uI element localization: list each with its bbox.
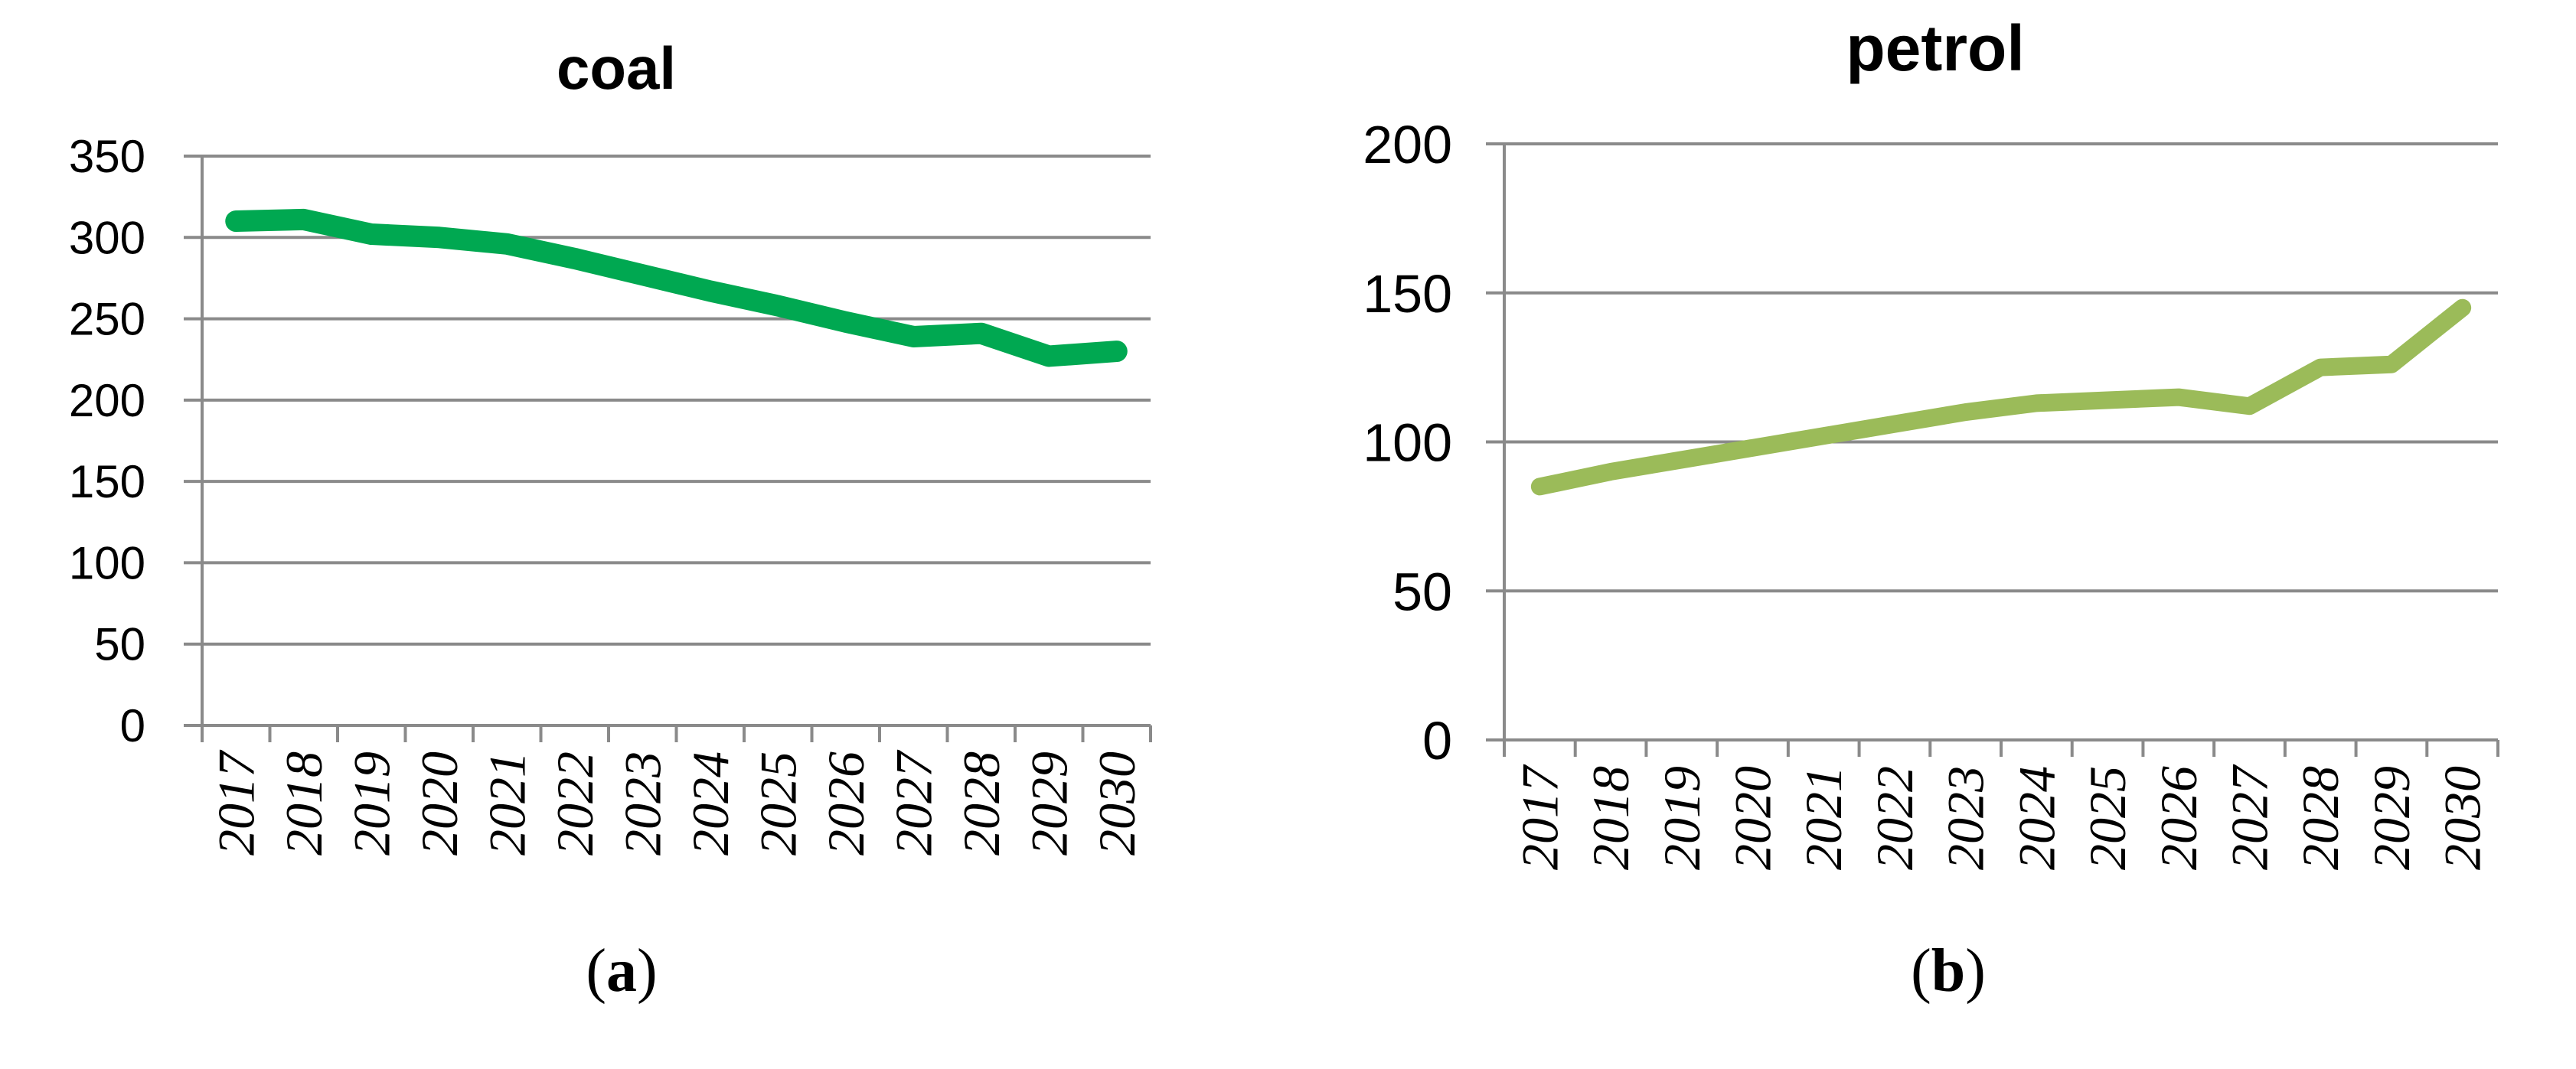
x-tick-label: 2020	[410, 751, 469, 856]
x-tick-label: 2030	[2434, 766, 2492, 870]
x-tick-label: 2022	[1866, 766, 1924, 870]
y-tick-label: 150	[69, 456, 145, 507]
x-tick-label: 2028	[952, 751, 1010, 856]
y-tick-label: 350	[69, 131, 145, 182]
panel-label-open-paren: (	[1911, 937, 1931, 1005]
x-tick-label: 2024	[2007, 766, 2065, 870]
y-tick-label: 0	[1422, 711, 1452, 771]
panel-label-letter: a	[606, 937, 637, 1005]
x-tick-label: 2029	[1020, 751, 1078, 856]
x-tick-label: 2026	[817, 751, 875, 856]
x-tick-label: 2025	[749, 751, 807, 856]
panel-label: (a)	[586, 937, 657, 1005]
y-tick-label: 50	[1392, 562, 1452, 621]
x-tick-label: 2027	[884, 749, 942, 856]
y-tick-label: 100	[1363, 413, 1452, 473]
x-tick-label: 2024	[681, 751, 739, 856]
x-tick-label: 2029	[2362, 766, 2421, 870]
x-tick-label: 2023	[1937, 766, 1995, 870]
panel-label-letter: b	[1931, 937, 1966, 1005]
y-tick-label: 250	[69, 294, 145, 345]
panel-label-open-paren: (	[586, 937, 606, 1005]
y-tick-label: 100	[69, 537, 145, 588]
x-tick-label: 2018	[275, 751, 333, 856]
chart-title: petrol	[1846, 12, 2024, 84]
petrol-series-line	[1530, 298, 2472, 496]
x-tick-label: 2019	[342, 751, 400, 856]
x-tick-label: 2017	[1510, 764, 1569, 870]
y-tick-label: 0	[120, 700, 145, 751]
x-tick-label: 2027	[2221, 764, 2279, 870]
chart-title: coal	[557, 34, 676, 102]
petrol-chart: 0 50 100 150 200 2017 2018 2019 2020 2021 2022 2023…	[1363, 12, 2499, 1005]
x-tick-label: 2025	[2078, 766, 2137, 870]
coal-series-line	[225, 208, 1128, 367]
x-tick-label: 2021	[1794, 766, 1853, 870]
x-tick-label: 2023	[613, 751, 671, 856]
x-tick-label: 2017	[207, 749, 265, 856]
x-tick-label: 2018	[1582, 766, 1640, 870]
y-tick-label: 150	[1363, 264, 1452, 324]
panel-label-close-paren: )	[637, 937, 658, 1005]
y-tick-label: 300	[69, 212, 145, 263]
panel-label-close-paren: )	[1965, 937, 1986, 1005]
x-tick-label: 2028	[2291, 766, 2349, 870]
x-tick-label: 2021	[478, 751, 536, 856]
x-tick-label: 2026	[2150, 766, 2208, 870]
x-tick-label: 2022	[546, 751, 604, 856]
x-tick-label: 2030	[1088, 751, 1146, 856]
x-tick-label: 2019	[1653, 766, 1711, 870]
y-tick-label: 200	[69, 375, 145, 426]
panel-label: (b)	[1911, 937, 1986, 1005]
y-tick-label: 200	[1363, 115, 1452, 174]
y-tick-label: 50	[94, 619, 145, 670]
x-tick-label: 2020	[1724, 766, 1782, 870]
